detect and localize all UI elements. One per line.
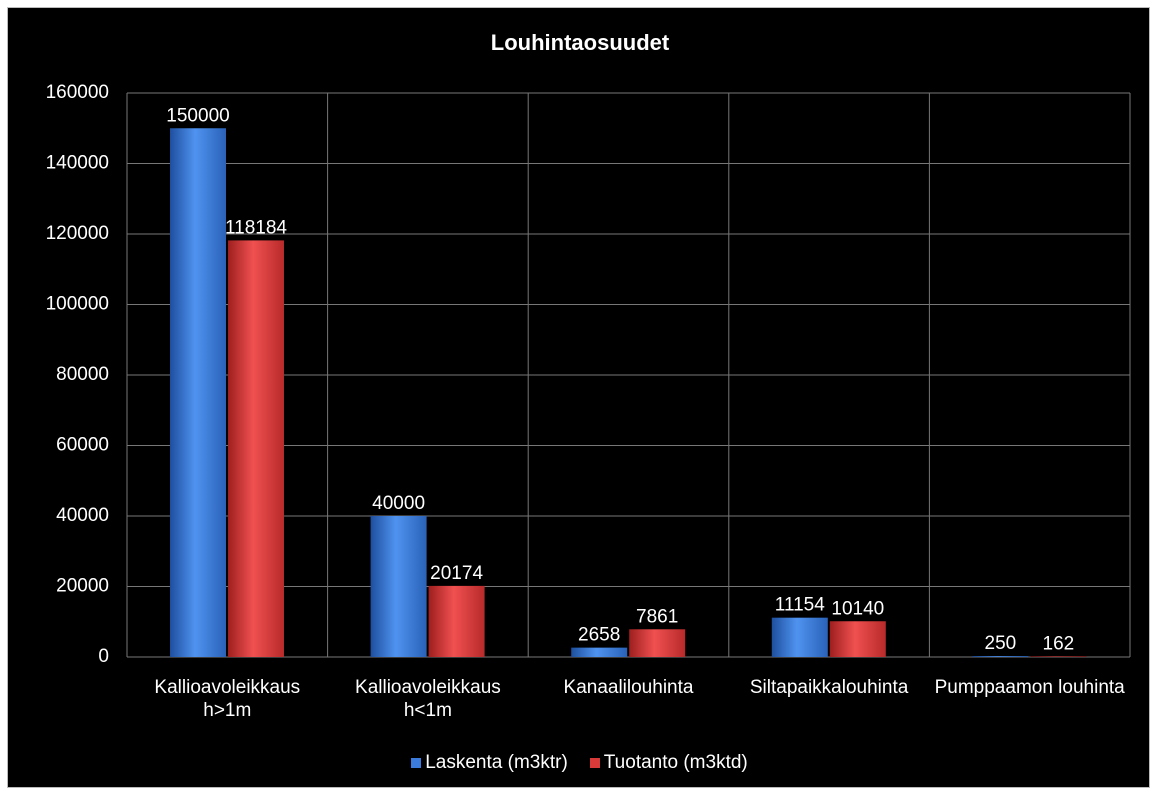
y-tick-label: 0 (98, 646, 109, 667)
data-label: 2658 (578, 625, 620, 646)
bar (428, 585, 485, 657)
legend-label: Laskenta (m3ktr) (425, 752, 568, 773)
data-label: 118184 (225, 217, 287, 238)
x-tick-label: Pumppaamon louhinta (934, 677, 1125, 698)
legend: Laskenta (m3ktr) Tuotanto (m3ktd) (0, 752, 1159, 774)
y-tick-label: 140000 (46, 153, 109, 174)
y-tick-label: 20000 (56, 576, 109, 597)
x-tick-label: Kallioavoleikkaus h>1m (154, 677, 301, 721)
y-tick-label: 60000 (56, 435, 109, 456)
data-label: 162 (1043, 633, 1075, 654)
bar (629, 629, 686, 657)
y-tick-label: 80000 (56, 364, 109, 385)
bar (370, 516, 427, 657)
bar (771, 617, 828, 657)
y-tick-label: 40000 (56, 505, 109, 526)
data-label: 10140 (831, 598, 884, 619)
x-tick-label: Kanaalilouhinta (563, 677, 694, 698)
bar (228, 240, 284, 657)
data-label: 150000 (166, 105, 229, 126)
legend-item: Tuotanto (m3ktd) (589, 752, 748, 774)
data-label: 40000 (372, 493, 425, 514)
data-label: 11154 (775, 595, 825, 616)
bar (829, 621, 886, 657)
data-label: 7861 (636, 606, 678, 627)
data-label: 250 (985, 633, 1017, 654)
y-tick-label: 100000 (46, 294, 109, 315)
bar (571, 647, 628, 657)
y-tick-label: 120000 (46, 223, 109, 244)
legend-label: Tuotanto (m3ktd) (603, 752, 748, 773)
legend-swatch (411, 758, 422, 768)
x-tick-label: Kallioavoleikkaus h<1m (355, 677, 501, 721)
bar (1030, 656, 1087, 657)
x-tick-label: Siltapaikkalouhinta (749, 677, 909, 698)
legend-item: Laskenta (m3ktr) (411, 752, 568, 774)
y-tick-label: 160000 (46, 82, 109, 103)
bar (972, 656, 1029, 657)
bar (170, 128, 226, 657)
data-label: 20174 (430, 563, 483, 584)
chart-title: Louhintaosuudet (491, 30, 670, 55)
legend-swatch (589, 758, 600, 768)
